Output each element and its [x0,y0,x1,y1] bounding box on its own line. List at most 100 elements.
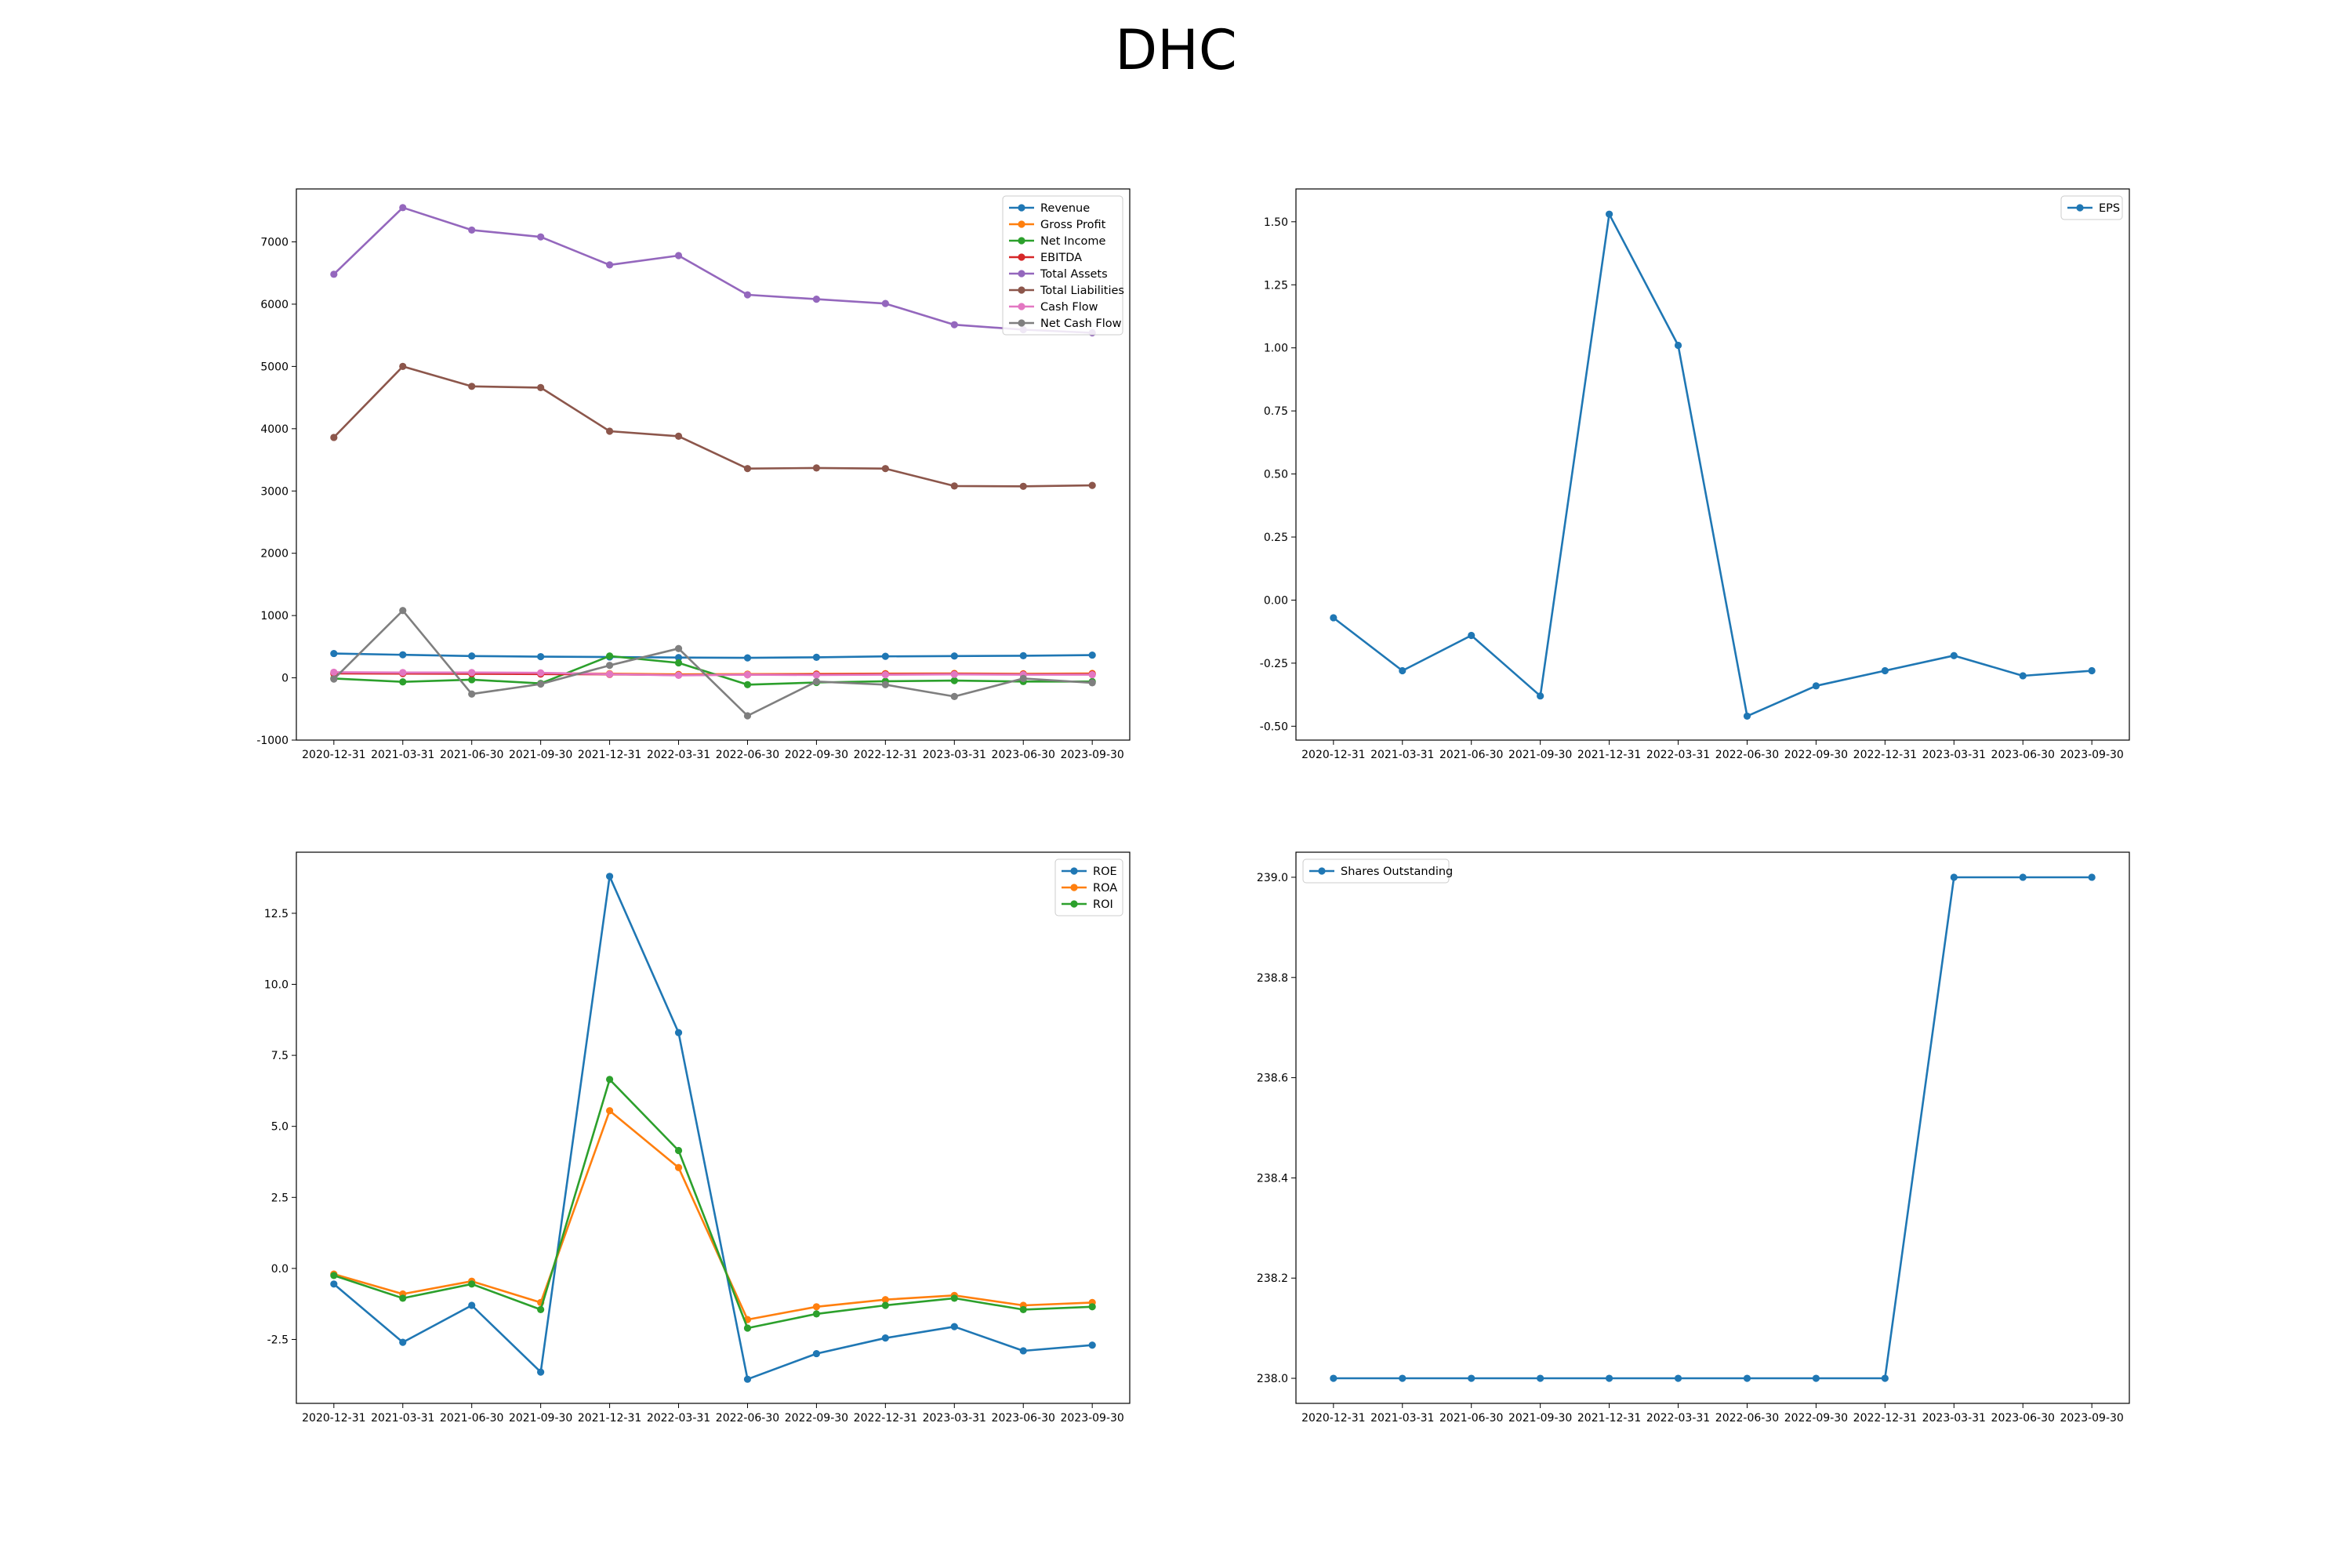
series-line [333,671,1093,677]
data-point [1019,1305,1027,1314]
series-line [333,1109,1093,1321]
legend-marker [1070,867,1078,875]
series-line [1333,212,2092,717]
x-tick-label: 2023-06-30 [992,749,1055,761]
plot-area: 2020-12-31 2021-03-31 2021-06-30 2021-09-30… [264,851,1131,1425]
x-tick-label: 2023-03-31 [1922,749,1986,761]
y-tick-label: -0.50 [1260,720,1288,733]
data-point [743,465,752,473]
data-point [950,677,958,684]
y-tick-label: 0.00 [1264,594,1288,607]
data-point [399,1294,407,1302]
data-point [537,233,545,241]
x-tick-label: 2023-03-31 [1922,1412,1986,1425]
data-point [399,1338,407,1346]
data-point [743,654,752,662]
figure-title: DHC [1115,18,1237,82]
series-cash-flow [330,668,1096,679]
x-tick-label: 2023-09-30 [1060,749,1123,761]
data-point [674,252,683,260]
data-point [674,1146,683,1155]
y-tick-label: 238.0 [1257,1373,1288,1385]
legend-label: Revenue [1040,202,1090,215]
series-roe [330,873,1096,1383]
chart-eps: 2020-12-31 2021-03-31 2021-06-30 2021-09-30… [1260,188,2130,761]
legend-marker [1318,867,1326,875]
data-point [2088,873,2096,881]
x-tick-label: 2020-12-31 [1301,749,1365,761]
series-eps [1330,210,2096,720]
data-point [950,1294,958,1302]
y-tick-label: 0 [281,673,289,685]
data-point [399,678,407,686]
y-tick-label: 7000 [260,237,289,249]
y-tick-label: 0.25 [1264,532,1288,544]
data-point [605,427,614,435]
x-tick-label: 2022-09-30 [1784,1412,1848,1425]
y-tick-label: -2.5 [267,1334,289,1346]
axes-frame [1295,851,2130,1404]
x-tick-label: 2022-06-30 [1715,1412,1779,1425]
data-point [812,1349,821,1358]
data-point [330,649,338,658]
x-tick-label: 2021-09-30 [1508,749,1572,761]
data-point [674,1029,683,1036]
data-point [330,1280,338,1288]
legend-marker [1018,319,1025,327]
series-line [333,652,1093,659]
legend-label: Net Cash Flow [1040,318,1122,330]
data-point [881,1296,889,1304]
x-tick-label: 2022-09-30 [785,749,848,761]
data-point [812,1310,821,1318]
x-tick-label: 2021-06-30 [440,1412,503,1425]
x-tick-label: 2021-12-31 [1577,749,1641,761]
data-point [1088,679,1096,687]
data-point [950,1323,958,1330]
x-tick-label: 2021-09-30 [1508,1412,1572,1425]
data-point [399,362,407,370]
data-point [1468,1374,1475,1382]
y-tick-label: 238.4 [1257,1172,1288,1185]
data-point [468,669,476,677]
data-point [950,482,958,490]
x-tick-label: 2022-12-31 [854,749,917,761]
data-point [1674,341,1682,350]
legend-label: Shares Outstanding [1341,866,1453,878]
y-tick-label: 2000 [260,548,289,561]
data-point [812,1303,821,1311]
data-point [950,692,958,700]
y-tick-label: 239.0 [1257,872,1288,884]
legend-marker [1070,900,1078,908]
x-tick-label: 2023-09-30 [2060,749,2123,761]
data-point [674,644,683,652]
y-tick-label: 5.0 [271,1121,289,1134]
series-roi [330,1076,1096,1332]
data-point [1743,1374,1751,1382]
x-tick-label: 2020-12-31 [302,1412,365,1425]
y-tick-label: 4000 [260,423,289,436]
legend-label: Cash Flow [1040,301,1098,314]
data-point [468,676,476,684]
data-point [1605,1374,1613,1382]
data-point [674,1163,683,1171]
data-point [881,652,889,660]
legend: Shares Outstanding [1302,858,1453,884]
data-point [881,1334,889,1342]
x-tick-label: 2022-06-30 [1715,749,1779,761]
legend-marker [1018,237,1025,245]
series-line [333,655,1093,686]
data-point [2088,666,2096,675]
data-point [1950,652,1958,659]
x-tick-label: 2022-12-31 [1853,1412,1917,1425]
data-point [399,204,407,212]
x-tick-label: 2023-03-31 [923,749,986,761]
y-tick-label: 6000 [260,299,289,311]
legend-label: ROI [1093,898,1113,911]
data-point [1088,481,1096,489]
x-tick-label: 2021-12-31 [578,1412,641,1425]
x-tick-label: 2022-06-30 [716,1412,779,1425]
data-point [812,296,821,303]
data-point [1019,674,1027,682]
legend-label: EPS [2099,202,2120,215]
data-point [881,681,889,688]
